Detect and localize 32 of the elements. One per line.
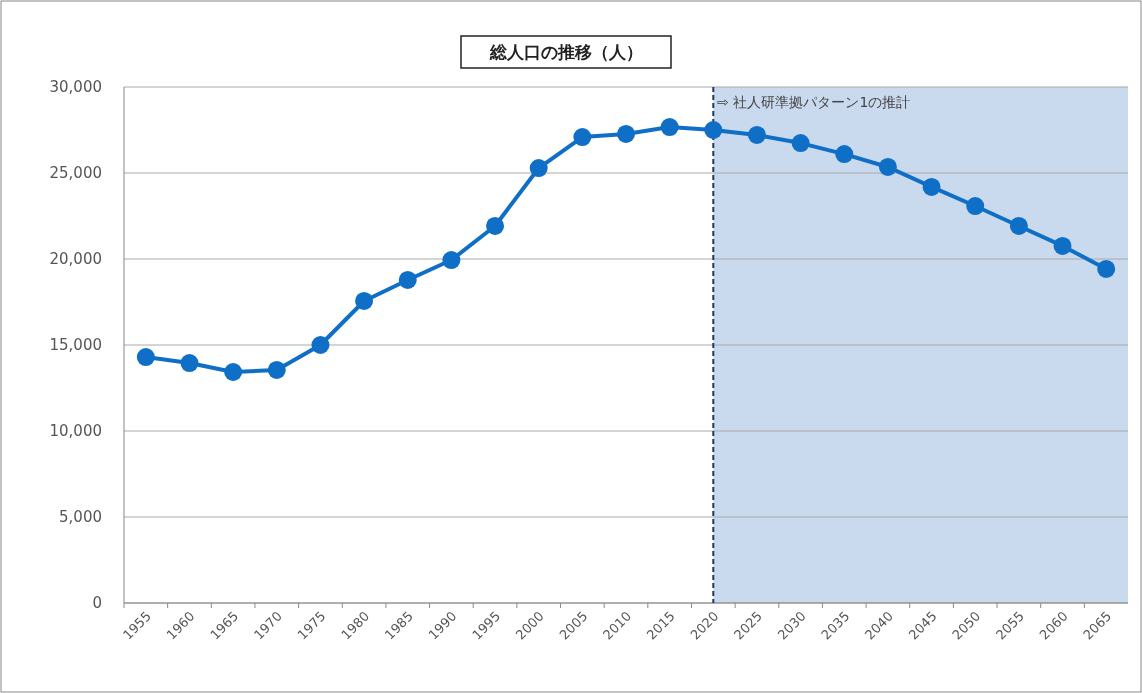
point xyxy=(878,157,897,176)
y-tick-label: 25,000 xyxy=(49,164,102,183)
chart-title: 総人口の推移（人） xyxy=(488,42,643,62)
point xyxy=(224,363,243,381)
point xyxy=(704,121,723,139)
point xyxy=(442,251,461,270)
point xyxy=(486,216,505,235)
point xyxy=(398,270,417,289)
point xyxy=(922,177,941,196)
y-tick-label: 5,000 xyxy=(59,508,102,527)
point xyxy=(1009,216,1028,235)
point xyxy=(791,134,810,153)
point xyxy=(747,125,766,144)
point xyxy=(966,197,985,216)
point xyxy=(529,159,548,178)
point xyxy=(180,354,199,373)
point xyxy=(267,360,286,379)
y-tick-label: 15,000 xyxy=(49,336,102,355)
ref-line-label: ⇨ 社人研準拠パターン1の推計 xyxy=(717,94,911,110)
y-tick-label: 0 xyxy=(92,594,102,613)
point xyxy=(660,118,679,137)
point xyxy=(835,145,854,164)
y-tick-label: 30,000 xyxy=(49,78,102,97)
point xyxy=(355,291,374,310)
point xyxy=(1097,259,1116,278)
y-tick-label: 10,000 xyxy=(49,422,102,441)
point xyxy=(573,128,592,147)
point xyxy=(311,336,330,354)
y-tick-label: 20,000 xyxy=(49,250,102,269)
point xyxy=(1053,236,1072,255)
point xyxy=(136,348,155,367)
point xyxy=(617,124,635,143)
